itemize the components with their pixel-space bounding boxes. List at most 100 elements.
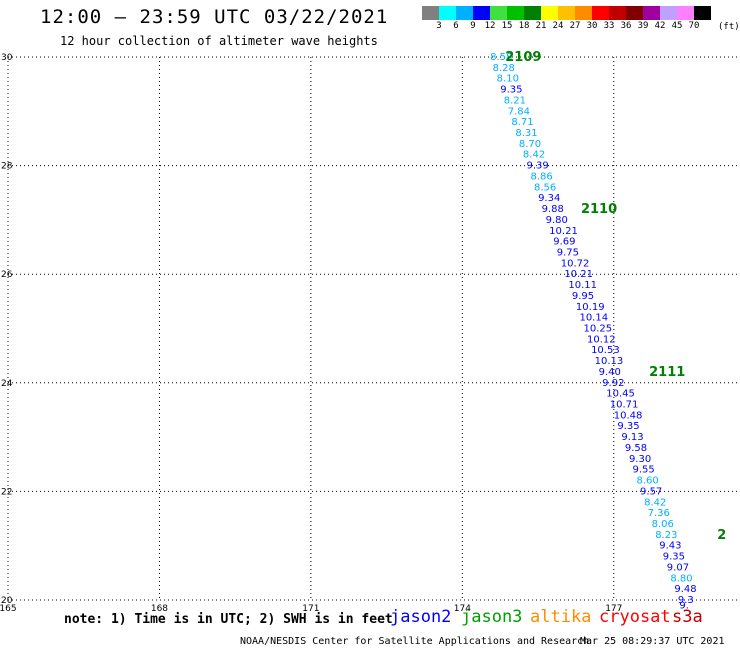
legend-swatch bbox=[609, 6, 626, 20]
wave-height-label: 8.80 bbox=[670, 573, 692, 584]
wave-height-label: 8.23 bbox=[655, 530, 677, 541]
legend-swatch bbox=[524, 6, 541, 20]
legend-swatch bbox=[643, 6, 660, 20]
legend-labels: 3 6 9 12 15 18 21 24 27 30 33 36 39 42 45 70 bbox=[422, 20, 711, 32]
wave-height-label: 8.56 bbox=[534, 182, 556, 193]
chart-title: 12:00 – 23:59 UTC 03/22/2021 bbox=[40, 6, 389, 28]
wave-height-label: 8.10 bbox=[497, 74, 519, 85]
legend-label: 70 bbox=[688, 21, 700, 31]
legend-label: 39 bbox=[637, 21, 649, 31]
wave-height-label: 10.11 bbox=[568, 280, 597, 291]
legend-swatch bbox=[422, 6, 439, 20]
wave-height-label: 9.58 bbox=[625, 443, 647, 454]
legend-swatch bbox=[473, 6, 490, 20]
legend-label: 12 bbox=[484, 21, 496, 31]
wave-height-label: 8.42 bbox=[523, 150, 545, 161]
wave-height-label: 10.14 bbox=[579, 313, 608, 324]
satellite-jason2-label: jason2 bbox=[390, 607, 452, 627]
pass-number-label: 2110 bbox=[581, 202, 617, 217]
wave-height-label: 9.88 bbox=[542, 204, 564, 215]
wave-height-label: 9.80 bbox=[546, 215, 568, 226]
wave-height-label: 8.60 bbox=[637, 476, 659, 487]
wave-height-label: 9.13 bbox=[621, 432, 643, 443]
wave-height-label: 9.07 bbox=[667, 562, 689, 573]
legend-label: 18 bbox=[518, 21, 530, 31]
legend-swatch bbox=[575, 6, 592, 20]
color-legend: 3 6 9 12 15 18 21 24 27 30 33 36 39 42 45 70 bbox=[422, 6, 711, 32]
wave-height-label: 8.86 bbox=[530, 171, 552, 182]
wave-height-label: 10.48 bbox=[614, 410, 643, 421]
x-tick-label: 177 bbox=[605, 604, 622, 614]
wave-height-label: 8.06 bbox=[652, 519, 674, 530]
credit-text: NOAA/NESDIS Center for Satellite Applica… bbox=[240, 636, 590, 647]
x-tick-label: 168 bbox=[151, 604, 168, 614]
pass-number-label: 2 bbox=[717, 528, 726, 543]
legend-label: 42 bbox=[654, 21, 666, 31]
x-tick-label: 174 bbox=[454, 604, 471, 614]
wave-height-label: 9.40 bbox=[599, 367, 621, 378]
wave-height-label: 9.95 bbox=[572, 291, 594, 302]
y-tick-label: 20 bbox=[1, 596, 13, 606]
legend-swatch bbox=[439, 6, 456, 20]
legend-swatch bbox=[592, 6, 609, 20]
wave-height-label: 10.19 bbox=[576, 302, 605, 313]
legend-label: 36 bbox=[620, 21, 632, 31]
legend-unit: (ft) bbox=[718, 22, 740, 32]
legend-label: 15 bbox=[501, 21, 513, 31]
wave-height-label: 8.71 bbox=[511, 117, 533, 128]
wave-height-label: 10.71 bbox=[610, 400, 639, 411]
legend-swatches bbox=[422, 6, 711, 20]
wave-height-label: 8.58 bbox=[490, 52, 512, 63]
wave-height-label: 10.12 bbox=[587, 334, 616, 345]
wave-height-label: 9.30 bbox=[629, 454, 651, 465]
wave-height-label: 8.31 bbox=[515, 128, 537, 139]
wave-height-label: 8.28 bbox=[493, 63, 515, 74]
legend-label: 30 bbox=[586, 21, 598, 31]
wave-height-label: 10.72 bbox=[561, 258, 590, 269]
legend-swatch bbox=[507, 6, 524, 20]
wave-height-label: 10.13 bbox=[595, 356, 624, 367]
wave-height-label: 10.21 bbox=[549, 226, 578, 237]
wave-height-label: 9.92 bbox=[602, 378, 624, 389]
wave-height-label: 9.35 bbox=[663, 552, 685, 563]
legend-swatch bbox=[626, 6, 643, 20]
y-tick-label: 22 bbox=[1, 487, 12, 497]
wave-height-label: 10.45 bbox=[606, 389, 635, 400]
legend-label: 24 bbox=[552, 21, 564, 31]
wave-height-label: 9.3 bbox=[678, 595, 694, 606]
satellite-s3a-label: s3a bbox=[672, 607, 703, 627]
wave-height-label: 9.48 bbox=[674, 584, 696, 595]
wave-height-label: 10.53 bbox=[591, 345, 620, 356]
wave-height-label: 10.25 bbox=[584, 324, 613, 335]
wave-height-label: 9.69 bbox=[553, 237, 575, 248]
legend-label: 45 bbox=[671, 21, 683, 31]
satellite-jason3-label: jason3 bbox=[461, 607, 523, 627]
y-tick-label: 26 bbox=[1, 270, 13, 280]
wave-height-label: 8.42 bbox=[644, 497, 666, 508]
wave-height-label: 7.84 bbox=[508, 106, 530, 117]
timestamp: Mar 25 08:29:37 UTC 2021 bbox=[580, 636, 725, 647]
wave-height-label: 9.57 bbox=[640, 486, 662, 497]
wave-height-label: 8.21 bbox=[504, 95, 526, 106]
wave-height-label: 9.35 bbox=[617, 421, 639, 432]
wave-height-label: 10.21 bbox=[564, 269, 593, 280]
wave-height-label: 9.75 bbox=[557, 247, 579, 258]
legend-label: 3 bbox=[436, 21, 442, 31]
legend-swatch bbox=[490, 6, 507, 20]
wave-height-label: 9.39 bbox=[526, 161, 548, 172]
note-text: note: 1) Time is in UTC; 2) SWH is in fe… bbox=[64, 612, 393, 627]
satellite-cryosat-label: cryosat bbox=[599, 607, 671, 627]
y-tick-label: 24 bbox=[1, 379, 13, 389]
legend-label: 33 bbox=[603, 21, 615, 31]
legend-label: 27 bbox=[569, 21, 581, 31]
legend-swatch bbox=[694, 6, 711, 20]
wave-height-label: 9. bbox=[679, 600, 689, 611]
legend-label: 6 bbox=[453, 21, 459, 31]
pass-number-label: 2111 bbox=[649, 365, 685, 380]
legend-label: 21 bbox=[535, 21, 547, 31]
y-tick-label: 28 bbox=[1, 162, 13, 172]
wave-height-label: 9.43 bbox=[659, 541, 681, 552]
legend-swatch bbox=[660, 6, 677, 20]
chart-subtitle: 12 hour collection of altimeter wave hei… bbox=[60, 34, 378, 48]
